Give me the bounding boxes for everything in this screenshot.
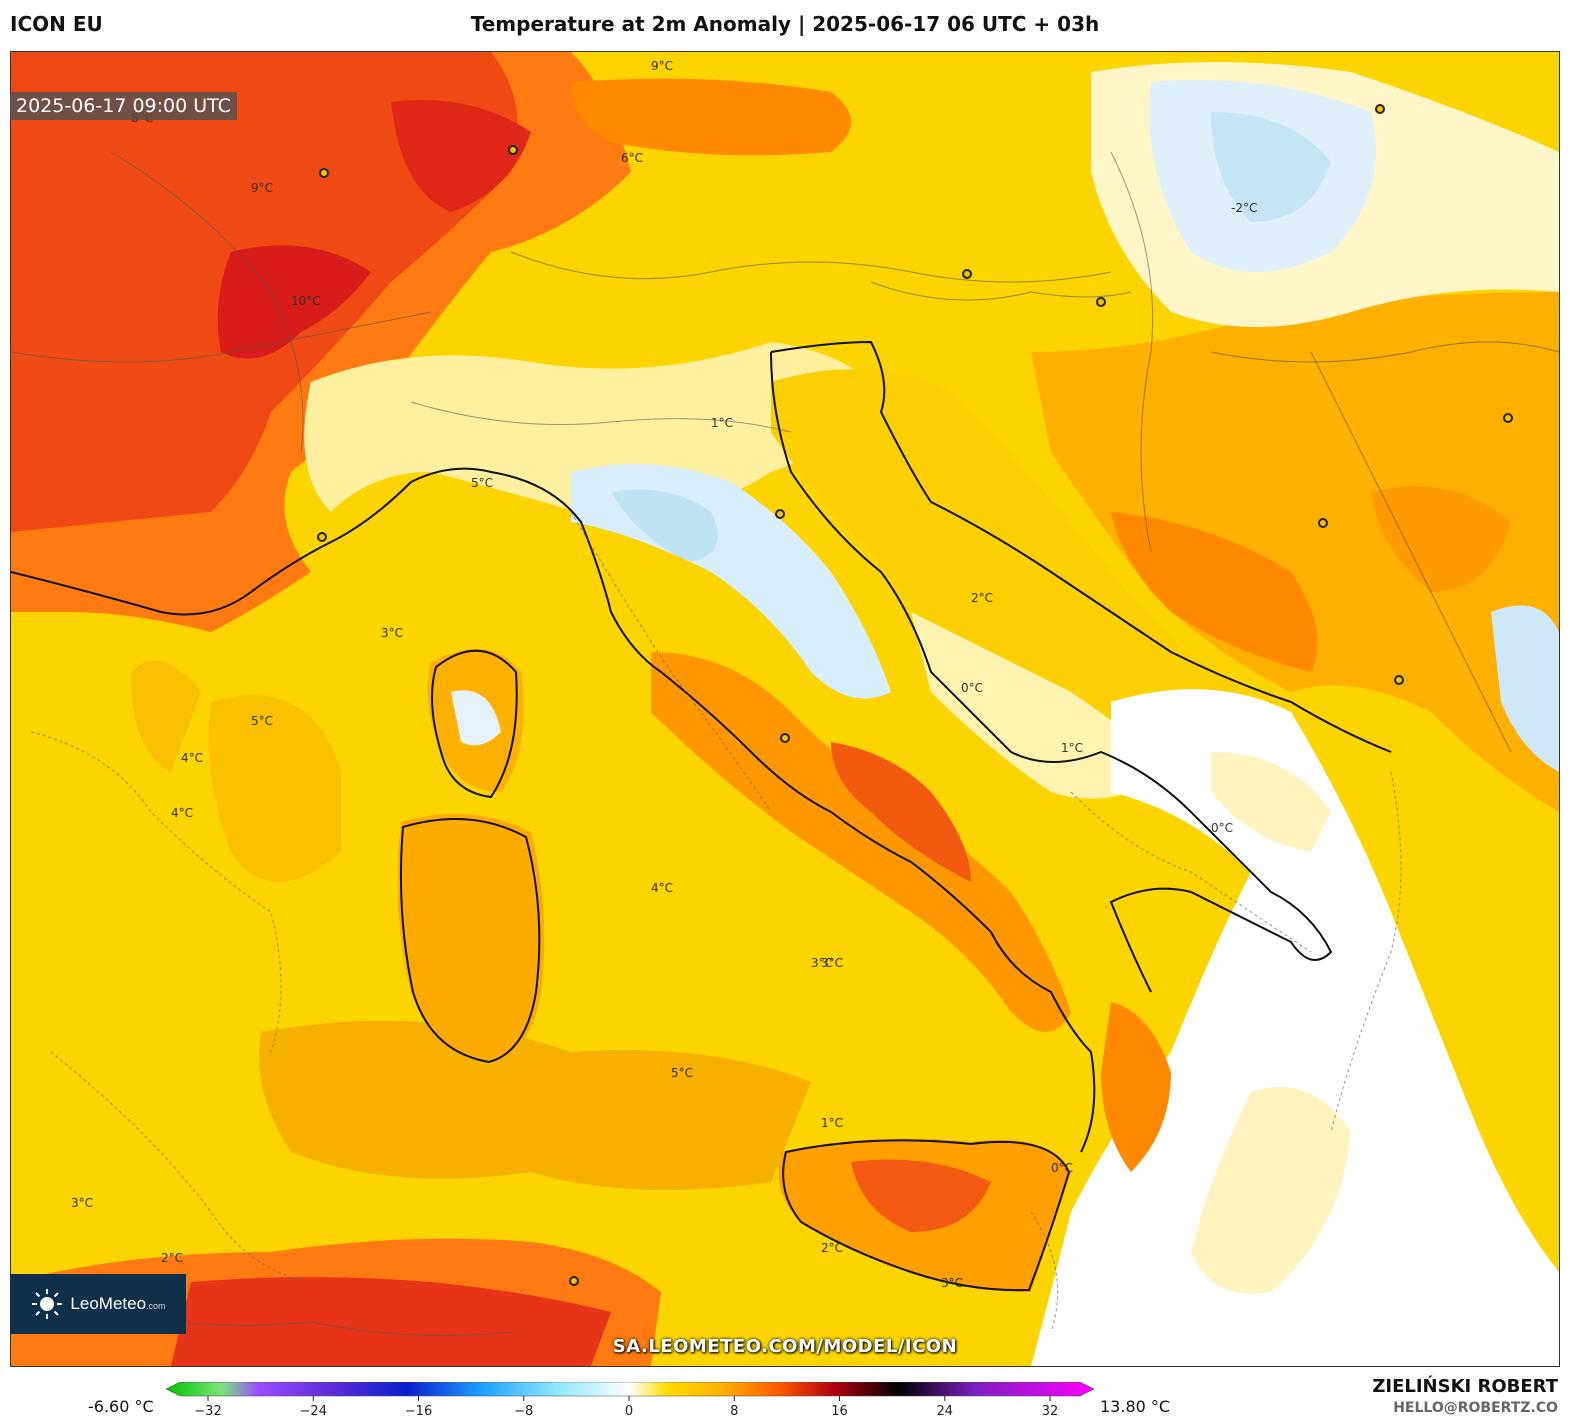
contour-label: 4°C	[651, 881, 673, 895]
contour-label: 1°C	[821, 1116, 843, 1130]
contour-label: -2°C	[1231, 201, 1257, 215]
author-email: HELLO@ROBERTZ.CO	[1393, 1400, 1558, 1416]
contour-label: 5°C	[471, 476, 493, 490]
city-marker-icon	[317, 104, 1513, 1286]
temperature-anomaly-map: 10°C 9°C 9°C 8°C 6°C 5°C 5°C 4°C 4°C 3°C…	[11, 52, 1559, 1366]
contour-label: 2°C	[161, 1251, 183, 1265]
colorbar-tick-label: −24	[300, 1404, 327, 1419]
colorbar-tick-label: 8	[730, 1404, 738, 1419]
leometeo-logo[interactable]: LeoMeteo.com	[10, 1274, 186, 1334]
contour-label: 0°C	[1211, 821, 1233, 835]
contour-label: 1°C	[1061, 741, 1083, 755]
valid-time-badge: 2025-06-17 09:00 UTC	[10, 92, 237, 120]
contour-label: 0°C	[961, 681, 983, 695]
contour-label: 4°C	[171, 806, 193, 820]
contour-label: 9°C	[251, 181, 273, 195]
contour-label: 9°C	[651, 59, 673, 73]
colorbar-tick-label: −8	[514, 1404, 533, 1419]
colorbar: −32 −24 −16 −8 0 8 16 24 32	[165, 1382, 1095, 1419]
contour-label: 3°C	[941, 1276, 963, 1290]
contour-label: 3°C	[811, 956, 833, 970]
colorbar-max-label: 13.80 °C	[1100, 1397, 1171, 1416]
contour-label: 2°C	[971, 591, 993, 605]
colorbar-tick-label: 32	[1042, 1404, 1059, 1419]
map-title: Temperature at 2m Anomaly | 2025-06-17 0…	[470, 12, 1100, 36]
colorbar-min-label: -6.60 °C	[88, 1397, 154, 1416]
map-canvas[interactable]: 10°C 9°C 9°C 8°C 6°C 5°C 5°C 4°C 4°C 3°C…	[10, 51, 1560, 1367]
contour-label: 3°C	[821, 956, 843, 970]
contour-label: 5°C	[671, 1066, 693, 1080]
model-name: ICON EU	[10, 12, 103, 36]
colorbar-tick-label: −16	[405, 1404, 432, 1419]
logo-text: LeoMeteo.com	[70, 1294, 166, 1313]
colorbar-tick-label: 0	[625, 1404, 633, 1419]
colorbar-tick-label: 16	[831, 1404, 848, 1419]
colorbar-tick-label: −32	[194, 1404, 221, 1419]
contour-label: 6°C	[621, 151, 643, 165]
author-name: ZIELIŃSKI ROBERT	[1372, 1376, 1558, 1397]
contour-label: 2°C	[821, 1241, 843, 1255]
sun-icon	[32, 1289, 63, 1319]
source-url: SA.LEOMETEO.COM/MODEL/ICON	[612, 1336, 958, 1357]
contour-label: 3°C	[381, 626, 403, 640]
contour-label: 4°C	[181, 751, 203, 765]
contour-label: 0°C	[1051, 1161, 1073, 1175]
contour-label: 3°C	[71, 1196, 93, 1210]
contour-label: 1°C	[711, 416, 733, 430]
contour-label: 5°C	[251, 714, 273, 728]
colorbar-tick-label: 24	[936, 1404, 953, 1419]
contour-label: 10°C	[291, 294, 321, 308]
